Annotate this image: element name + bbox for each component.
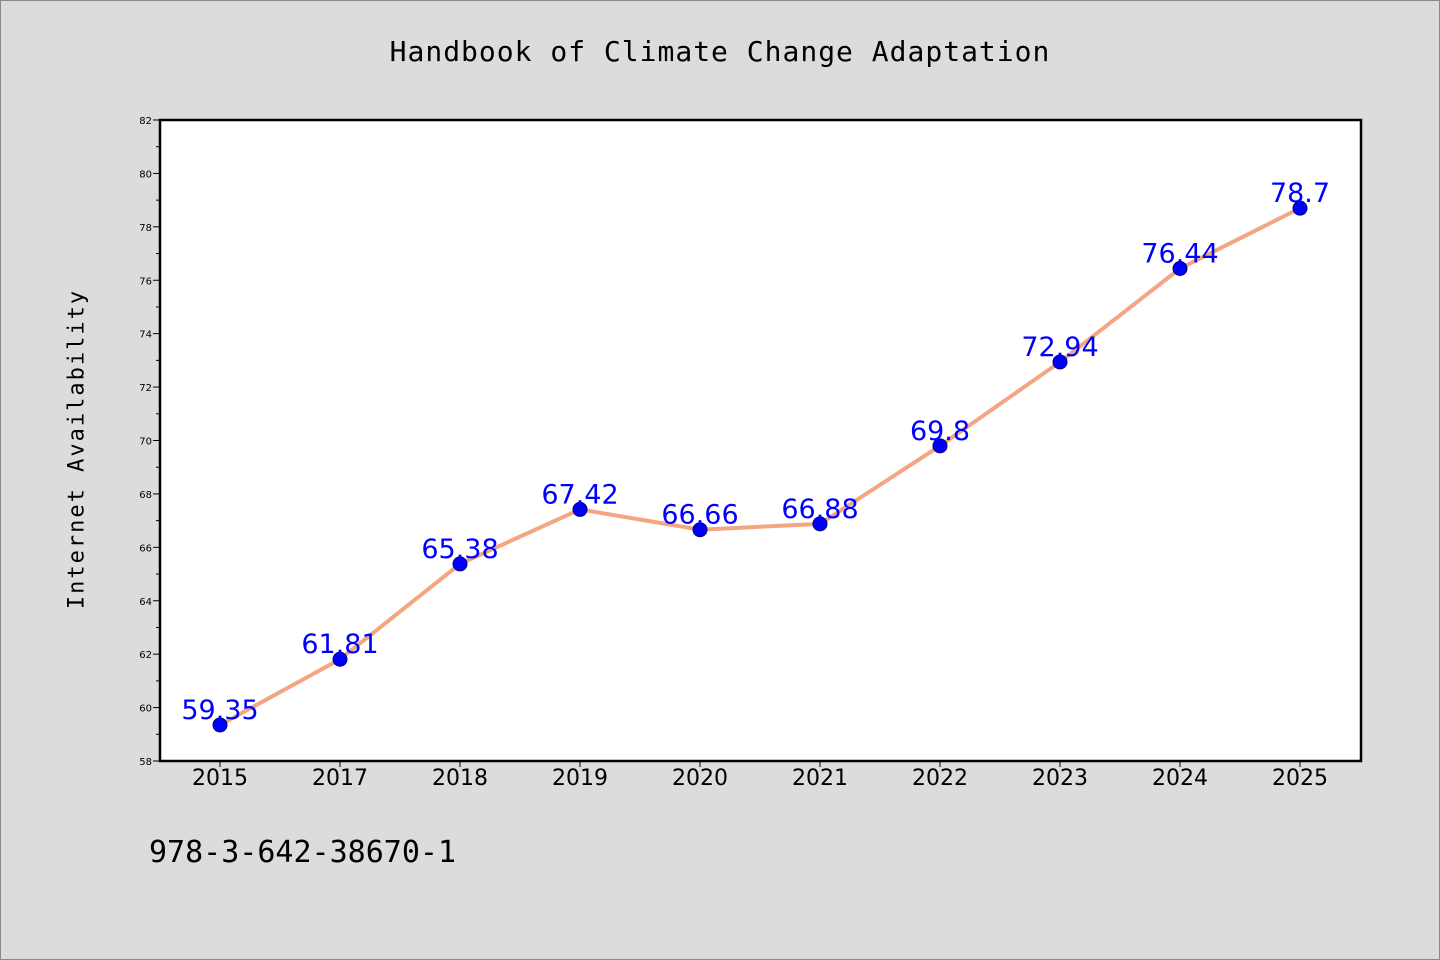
y-tick-label: 70 — [139, 437, 152, 448]
data-label: 72.94 — [1021, 332, 1098, 363]
plot-frame — [158, 118, 1363, 763]
x-tick-label: 2018 — [432, 766, 488, 791]
y-tick-label: 74 — [139, 330, 152, 341]
data-point — [1292, 200, 1308, 216]
x-tick-label: 2023 — [1032, 766, 1088, 791]
y-tick-label: 58 — [139, 757, 152, 768]
x-tick-label: 2015 — [192, 766, 248, 791]
data-point — [1172, 260, 1188, 276]
y-tick-label: 78 — [139, 223, 152, 234]
data-label: 65.38 — [421, 534, 498, 565]
x-tick-label: 2025 — [1272, 766, 1328, 791]
data-point — [452, 556, 468, 572]
data-point — [932, 438, 948, 454]
x-tick-label: 2020 — [672, 766, 728, 791]
isbn-footer: 978-3-642-38670-1 — [149, 835, 457, 870]
y-tick-label: 76 — [139, 276, 152, 287]
data-point — [212, 717, 228, 733]
x-tick-label: 2022 — [912, 766, 968, 791]
y-tick-label: 82 — [139, 116, 152, 127]
x-tick-label: 2017 — [312, 766, 368, 791]
data-point — [812, 516, 828, 532]
x-tick-label: 2024 — [1152, 766, 1208, 791]
data-point — [572, 501, 588, 517]
x-tick-label: 2019 — [552, 766, 608, 791]
y-tick-label: 60 — [139, 704, 152, 715]
x-tick-label: 2021 — [792, 766, 848, 791]
series-line — [218, 206, 1302, 727]
data-label: 59.35 — [181, 695, 258, 726]
data-label: 76.44 — [1141, 238, 1218, 269]
data-label: 66.88 — [781, 494, 858, 525]
data-point — [332, 651, 348, 667]
plot-background — [160, 120, 1361, 761]
data-point — [1052, 354, 1068, 370]
data-label: 61.81 — [301, 629, 378, 660]
y-tick-label: 64 — [139, 597, 152, 608]
y-tick-label: 68 — [139, 490, 152, 501]
y-tick-label: 66 — [139, 543, 152, 554]
y-tick-label: 80 — [139, 169, 152, 180]
y-tick-label: 62 — [139, 650, 152, 661]
data-label: 69.8 — [910, 416, 970, 447]
chart-title: Handbook of Climate Change Adaptation — [389, 35, 1051, 68]
data-point — [692, 522, 708, 538]
data-label: 66.66 — [661, 500, 738, 531]
y-tick-label: 72 — [139, 383, 152, 394]
data-label: 78.7 — [1270, 178, 1330, 209]
data-label: 67.42 — [541, 479, 618, 510]
